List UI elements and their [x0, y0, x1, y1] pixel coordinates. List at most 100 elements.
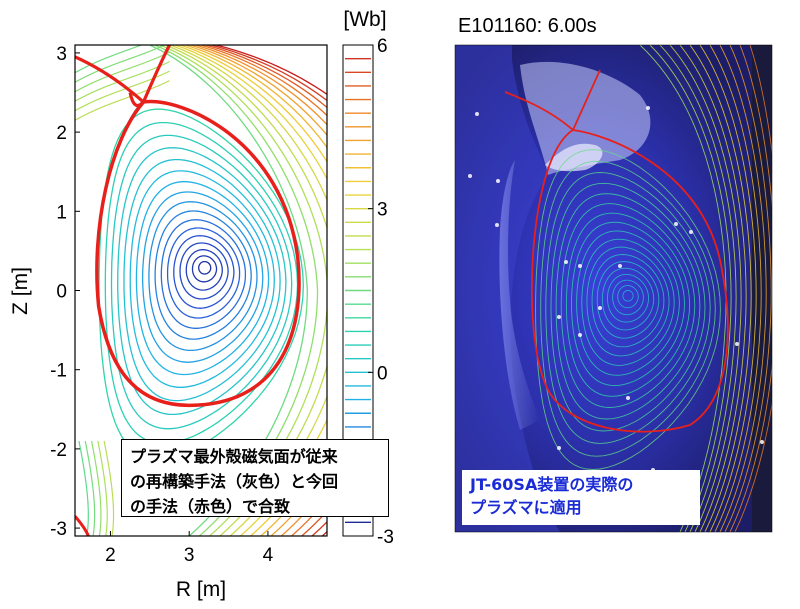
photo-lower-bright-region	[499, 160, 540, 430]
photo-flux-contour-open	[659, 45, 737, 532]
photo-speck	[735, 342, 739, 346]
x-axis-ticks: 2 3 4	[105, 531, 274, 566]
flux-contour-open	[84, 440, 96, 536]
colorbar-ticks: 6 3 0 -3	[368, 36, 394, 548]
flux-contour-open	[200, 45, 327, 536]
photo-flux-contour-open	[689, 45, 752, 532]
flux-contour	[98, 108, 304, 460]
plasma-photo	[455, 45, 772, 532]
flux-contour-open	[90, 440, 102, 536]
photo-flux-contour-open	[679, 45, 747, 532]
photo-flux-contour-open	[639, 45, 727, 532]
photo-frame	[454, 44, 773, 533]
photo-flux-contour	[540, 160, 716, 457]
photo-flux-contour	[622, 290, 634, 302]
photo-flux-contour	[617, 285, 639, 309]
photo-flux-contour	[555, 193, 701, 420]
annotation-line-3: の手法（赤色）で合致	[130, 497, 291, 516]
separatrix-leg-new	[75, 55, 145, 104]
photo-flux-contour	[586, 246, 670, 357]
colorbar-tick-label: -3	[377, 527, 394, 548]
flux-contour	[148, 201, 258, 352]
photo-speck	[564, 260, 568, 264]
photo-caption-line-2: プラズマに適用	[470, 498, 582, 517]
photo-speck	[598, 306, 602, 310]
flux-contour	[104, 121, 299, 445]
flux-contour	[117, 147, 287, 416]
flux-contour	[191, 255, 218, 283]
photo-speck	[468, 174, 472, 178]
colorbar-tick-label: 6	[377, 36, 388, 57]
photo-speck	[646, 106, 650, 110]
annotation-line-2: の再構築手法（灰色）と今回	[130, 472, 339, 491]
separatrix-new-method	[95, 99, 301, 408]
photo-caption-line-1: JT-60SA装置の実際の	[470, 475, 634, 494]
photo-speck	[578, 264, 582, 268]
photo-speck	[674, 222, 678, 226]
y-tick-label: -2	[50, 440, 67, 461]
photo-flux-contour-open	[724, 45, 772, 532]
photo-flux-contour	[571, 221, 685, 387]
photo-flux-contour-open	[729, 45, 772, 532]
y-tick-label: 3	[56, 44, 67, 65]
flux-contour-open	[78, 440, 89, 536]
flux-contour-open	[195, 45, 327, 536]
flux-contour	[129, 170, 275, 388]
divertor-leg	[75, 515, 90, 536]
colorbar-tick-label: 3	[377, 200, 388, 221]
photo-speck	[626, 396, 630, 400]
photo-flux-contours	[504, 45, 772, 532]
y-tick-label: 0	[56, 282, 67, 303]
photo-speck	[475, 112, 479, 116]
photo-speck	[578, 333, 582, 337]
colorbar-tick-label: 0	[377, 363, 388, 384]
photo-flux-contour	[591, 254, 665, 348]
photo-flux-contour-open	[719, 45, 767, 532]
annotation-box: プラズマ最外殻磁気面が従来 の再構築手法（灰色）と今回 の手法（赤色）で合致	[121, 439, 389, 517]
x-axis-label: R [m]	[176, 578, 226, 601]
flux-contour-open	[75, 51, 170, 93]
photo-speck	[557, 315, 561, 319]
photo-flux-contour	[601, 267, 655, 331]
flux-contour	[123, 158, 281, 402]
photo-title: E101160: 6.00s	[458, 15, 597, 37]
photo-speck	[496, 179, 500, 183]
flux-contour	[173, 235, 235, 309]
photo-caption: JT-60SA装置の実際の プラズマに適用	[462, 470, 700, 525]
flux-contour-open	[190, 45, 327, 536]
photo-flux-contour-open	[734, 45, 772, 532]
photo-flux-contour	[576, 230, 680, 376]
flux-contour	[135, 181, 270, 376]
flux-contour-open	[103, 440, 115, 536]
photo-flux-contour	[535, 149, 721, 470]
y-axis-label: Z [m]	[9, 267, 32, 315]
photo-speck	[557, 446, 561, 450]
photo-flux-contour	[596, 261, 660, 339]
flux-contour-open	[205, 45, 327, 536]
photo-separatrix-leg	[504, 91, 574, 131]
photo-separatrix	[530, 129, 729, 433]
flux-contour	[154, 210, 252, 340]
photo-divertor-glow	[545, 143, 603, 172]
y-tick-label: -1	[50, 361, 67, 382]
photo-flux-contour	[581, 238, 675, 366]
photo-flux-contour	[550, 182, 706, 432]
flux-contour	[160, 219, 247, 329]
photo-light-specks	[468, 106, 764, 472]
photo-speck	[689, 230, 693, 234]
flux-contour	[185, 249, 223, 291]
flux-contour-open	[97, 440, 108, 536]
flux-contour	[141, 191, 264, 363]
flux-contour-open	[75, 45, 144, 74]
photo-flux-contour-open	[709, 45, 762, 532]
photo-dark-edge	[752, 45, 772, 532]
flux-contour-open	[211, 45, 327, 536]
separatrix-leg-new	[142, 45, 171, 103]
flux-contour-open	[75, 80, 170, 121]
x-tick-label: 3	[184, 545, 195, 566]
y-axis-ticks: 3 2 1 0 -1 -2 -3	[50, 44, 80, 540]
photo-speck	[618, 264, 622, 268]
y-tick-label: 1	[56, 202, 67, 223]
colorbar-unit: [Wb]	[343, 8, 386, 31]
